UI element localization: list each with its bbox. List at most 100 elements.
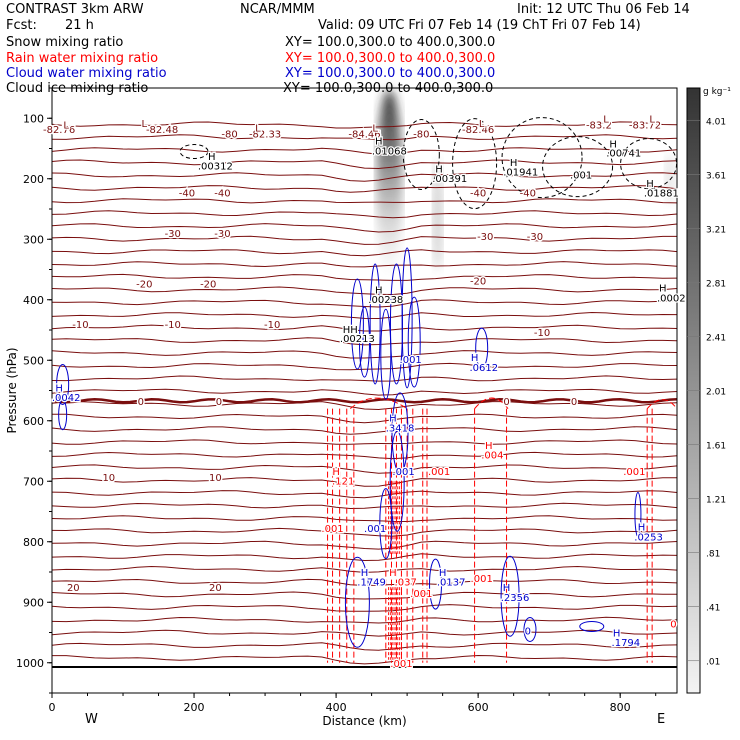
plot-area [52, 88, 677, 693]
isotherm-label: -40 [520, 189, 536, 200]
extremum-label: H [361, 568, 369, 579]
isotherm-label: -80 [413, 129, 429, 140]
rain-contour-top [646, 399, 678, 409]
field-cloud-water-xsec: XY= 100.0,300.0 to 400.0,300.0 [285, 66, 496, 81]
isotherm-label: -82.76 [43, 125, 75, 136]
x-tick-label: 400 [326, 701, 347, 714]
isotherm-line [51, 629, 678, 637]
isotherm-label: -10 [534, 328, 550, 339]
isotherm-line [51, 642, 678, 651]
isotherm-label: 10 [209, 473, 222, 484]
extremum-label: .01941 [503, 167, 538, 178]
rain-contour-top [349, 397, 408, 410]
isotherm-line [51, 451, 678, 460]
extremum-label: .001 [428, 467, 450, 478]
extremum-label: H [609, 140, 617, 151]
extremum-label: .121 [332, 477, 354, 488]
cloud-water-contour [56, 363, 70, 405]
isotherm-line [51, 311, 678, 320]
isotherm-line [51, 286, 678, 296]
isotherm-line [51, 172, 678, 182]
isotherm-line [52, 654, 678, 665]
center-name: NCAR/MMM [240, 2, 315, 17]
extremum-label: .00312 [198, 161, 233, 172]
isotherm-label: -30 [527, 232, 543, 243]
field-rain-xsec: XY= 100.0,300.0 to 400.0,300.0 [285, 51, 496, 66]
colorbar-unit: g kg⁻¹ [703, 87, 731, 97]
isotherm-line [51, 540, 678, 550]
y-tick-label: 800 [23, 536, 44, 549]
isotherm-line [51, 337, 678, 346]
field-rain-name: Rain water mixing ratio [6, 51, 159, 66]
extremum-label: HH [343, 325, 358, 336]
extremum-label: H [332, 467, 340, 478]
y-tick-label: 100 [23, 112, 44, 125]
ice-contour [501, 117, 583, 199]
isotherm-line [51, 350, 678, 359]
isotherm-line [51, 439, 678, 445]
isotherm-line [51, 249, 678, 257]
isotherm-line [51, 553, 678, 562]
cloud-water-contour [579, 620, 605, 632]
colorbar-label: 3.21 [706, 225, 726, 235]
extremum-label: H [646, 179, 654, 190]
extremum-label: .001 [471, 574, 493, 585]
colorbar-label: .41 [706, 604, 720, 614]
extremum-label: H [389, 414, 397, 425]
extremum-label: .001 [392, 467, 414, 478]
x-tick-label: 800 [610, 701, 631, 714]
extremum-label: L [603, 114, 609, 125]
isotherm-line [51, 210, 678, 219]
y-tick-label: 200 [23, 173, 44, 186]
field-snow-xsec: XY= 100.0,300.0 to 400.0,300.0 [285, 35, 496, 50]
x-axis-title: Distance (km) [322, 714, 406, 728]
isotherm-label: 20 [209, 583, 222, 594]
colorbar-label: .81 [706, 550, 720, 560]
isotherm-label: -20 [470, 276, 486, 287]
isotherm-line [51, 502, 678, 510]
forecast-hour: 21 h [65, 18, 94, 33]
cloud-water-contour [369, 263, 381, 385]
isotherm-label: -30 [165, 229, 181, 240]
isotherm-line [51, 591, 677, 600]
extremum-label: .00391 [432, 174, 467, 185]
freezing-level-line [51, 398, 678, 404]
cloud-water-contour [401, 247, 413, 389]
extremum-label: H [503, 583, 511, 594]
isotherm-line [51, 198, 678, 204]
x-tick-label: 200 [184, 701, 205, 714]
isotherm-label: -10 [165, 320, 181, 331]
isotherm-line [51, 375, 678, 382]
ice-contour [402, 119, 440, 191]
extremum-label: 0 [670, 619, 676, 630]
extremum-label: H [613, 629, 621, 640]
init-time: Init: 12 UTC Thu 06 Feb 14 [517, 2, 690, 17]
extremum-label: .0137 [437, 578, 466, 589]
extremum-label: H [435, 164, 443, 175]
extremum-label: H [55, 383, 63, 394]
isotherm-line [51, 223, 678, 233]
y-tick-label: 300 [23, 233, 44, 246]
cloud-water-contour [58, 399, 68, 431]
isotherm-line [51, 604, 678, 612]
extremum-label: H [439, 568, 447, 579]
west-end-label: W [85, 712, 98, 727]
extremum-label: .001 [623, 467, 645, 478]
extremum-label: H [208, 152, 216, 163]
isotherm-label: -40 [179, 189, 195, 200]
cloud-water-contour [523, 616, 537, 642]
snow-shading-edge [664, 153, 675, 204]
isotherm-line [51, 147, 678, 155]
field-cloud-water-name: Cloud water mixing ratio [6, 66, 167, 81]
isotherm-line [51, 388, 678, 396]
extremum-label: H [659, 284, 667, 295]
extremum-label: H [471, 353, 479, 364]
isotherm-line [51, 273, 678, 281]
colorbar-label: 2.01 [706, 388, 726, 398]
isotherm-label: -10 [72, 320, 88, 331]
isotherm-label: -84.46 [348, 129, 380, 140]
isotherm-label: -30 [214, 229, 230, 240]
isotherm-line [51, 565, 678, 573]
field-snow-name: Snow mixing ratio [6, 35, 124, 50]
